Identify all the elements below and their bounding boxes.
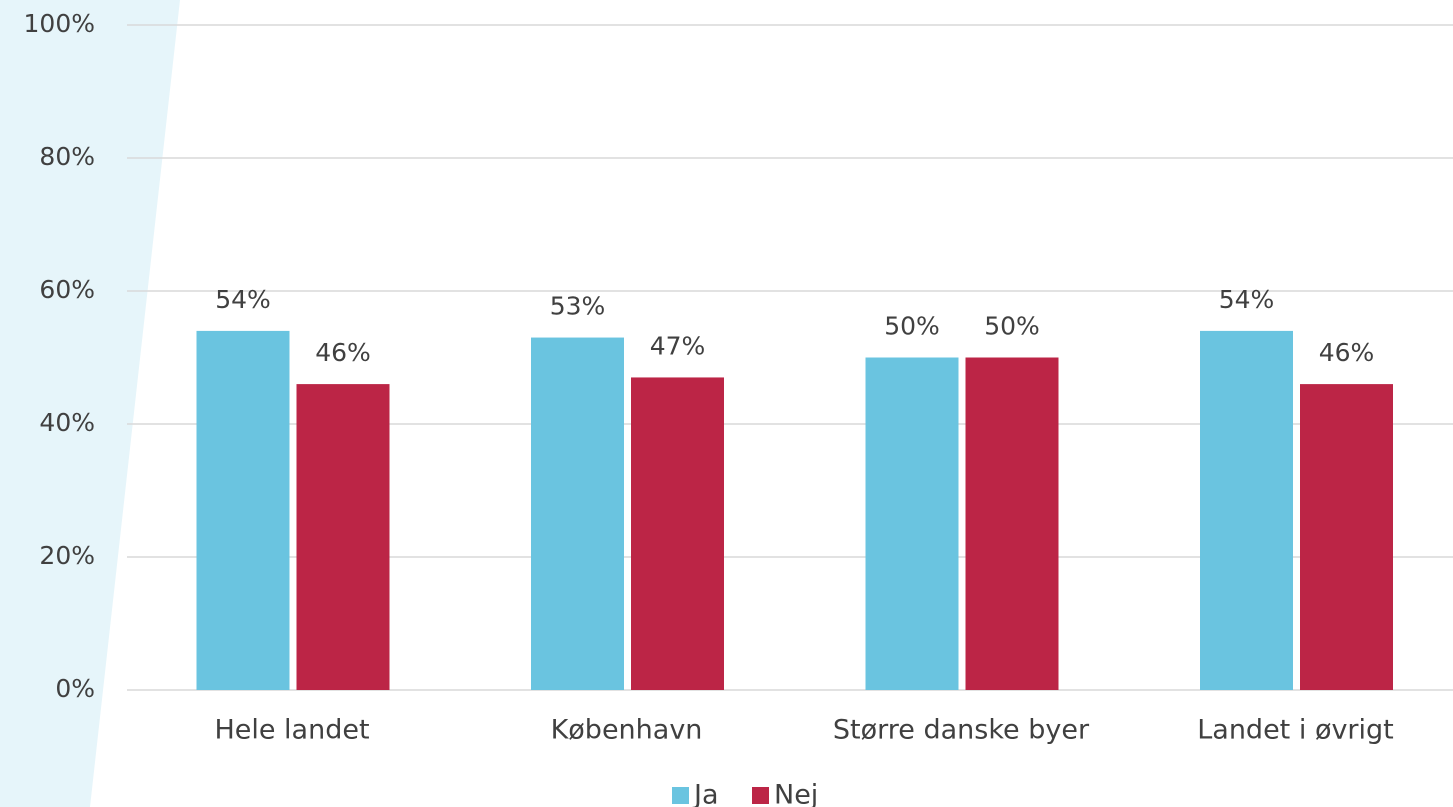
y-tick-label: 80%	[39, 142, 95, 171]
data-label: 54%	[215, 285, 271, 314]
y-tick-label: 60%	[39, 275, 95, 304]
data-label: 46%	[1319, 338, 1375, 367]
data-label: 50%	[984, 312, 1040, 341]
x-tick-label: Hele landet	[214, 715, 369, 746]
data-label: 47%	[650, 331, 706, 360]
bar	[296, 384, 390, 690]
x-tick-label: Større danske byer	[833, 715, 1090, 746]
y-tick-label: 20%	[39, 541, 95, 570]
bar	[631, 377, 724, 690]
bar	[196, 330, 290, 690]
data-label: 54%	[1219, 285, 1275, 314]
bar	[1200, 330, 1293, 690]
data-label: 46%	[315, 338, 371, 367]
x-tick-label: Landet i øvrigt	[1197, 715, 1394, 746]
data-label: 53%	[550, 292, 606, 321]
y-tick-label: 100%	[24, 9, 95, 38]
background-shape	[0, 0, 180, 807]
y-tick-label: 0%	[55, 674, 95, 703]
legend-swatch	[672, 787, 689, 804]
data-label: 50%	[884, 312, 940, 341]
legend-label: Nej	[774, 780, 818, 807]
y-tick-label: 40%	[39, 408, 95, 437]
legend-swatch	[752, 787, 769, 804]
bar	[865, 357, 959, 690]
bar	[1300, 384, 1393, 690]
x-tick-label: København	[551, 715, 703, 746]
bar	[531, 337, 624, 690]
bar	[965, 357, 1059, 690]
legend-label: Ja	[692, 780, 719, 807]
